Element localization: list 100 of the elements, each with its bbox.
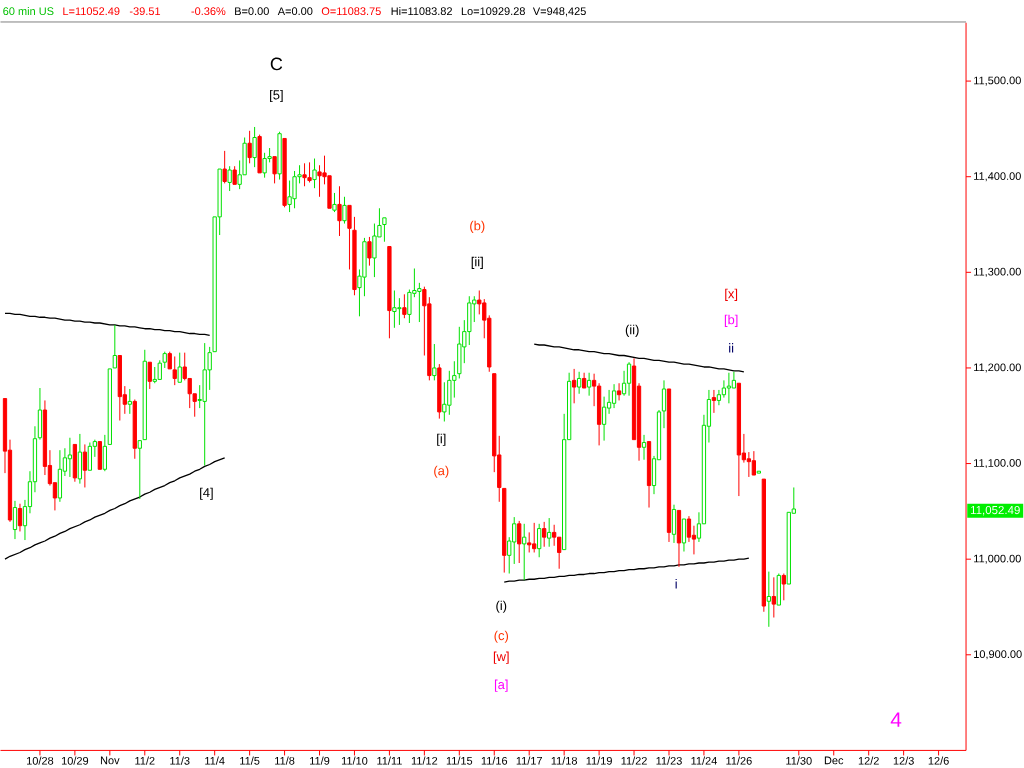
candlestick <box>616 382 622 402</box>
y-tick-label: 11,200.00 <box>974 363 1021 373</box>
candlestick <box>726 372 732 405</box>
candlestick <box>502 488 507 574</box>
annotation: (c) <box>494 630 509 643</box>
annotation: [i] <box>437 433 446 447</box>
candlestick <box>641 434 647 461</box>
y-tick-label: 11,300.00 <box>974 267 1021 278</box>
candlestick <box>67 437 73 478</box>
x-tick-label: 11/23 <box>656 756 682 765</box>
candlestick <box>87 442 93 471</box>
candlestick <box>571 368 577 405</box>
annotation: ii <box>729 343 734 353</box>
x-tick-label: 11/11 <box>377 756 402 765</box>
text: 11,052.49 <box>970 506 1020 516</box>
x-tick-label: 11/30 <box>786 756 812 765</box>
x-tick-label: 12/2 <box>858 756 879 765</box>
candlestick <box>626 361 632 397</box>
text: Hi=11083.82 <box>391 7 452 16</box>
candlestick <box>751 450 757 476</box>
annotation: 4 <box>890 712 902 728</box>
candlestick <box>736 382 742 497</box>
text: L=11052.49 <box>63 7 120 16</box>
candlestick <box>137 440 142 500</box>
line-series <box>503 557 750 583</box>
text: O=11083.75 <box>321 7 381 16</box>
candlestick <box>82 444 88 489</box>
candlestick <box>72 444 78 483</box>
candlestick <box>382 217 387 243</box>
text: -39.51 <box>129 7 161 16</box>
text: -0.36% <box>191 7 226 16</box>
candlestick <box>671 504 677 544</box>
annotation: i <box>675 579 677 589</box>
y-tick-label: 11,400.00 <box>974 172 1021 182</box>
candlestick <box>611 383 617 409</box>
x-tick-label: 12/6 <box>928 756 949 765</box>
y-tick-label: 10,900.00 <box>974 650 1022 660</box>
y-tick-label: 11,500.00 <box>974 76 1021 86</box>
x-tick-label: 11/10 <box>341 756 368 765</box>
x-tick-label: 11/15 <box>446 756 473 765</box>
candlestick <box>716 389 722 406</box>
candlestick <box>746 451 752 478</box>
candlestick <box>387 246 392 339</box>
candlestick <box>127 388 132 415</box>
x-tick-label: 11/19 <box>586 756 612 765</box>
candlestick <box>252 126 257 168</box>
x-tick-label: 11/12 <box>411 756 438 765</box>
annotation: (b) <box>470 221 485 234</box>
candlestick <box>97 441 102 470</box>
x-tick-label: 12/3 <box>893 756 914 765</box>
candlestick <box>17 503 23 533</box>
x-tick-label: 11/3 <box>170 756 190 765</box>
x-tick-label: 11/9 <box>310 756 330 765</box>
candlestick <box>601 396 607 442</box>
candlestick <box>721 380 727 399</box>
candlestick <box>347 205 352 271</box>
candlestick <box>272 156 277 185</box>
x-tick-label: 10/28 <box>27 756 54 765</box>
candlestick <box>142 349 147 441</box>
x-tick-label: Nov <box>100 756 120 765</box>
annotation: (i) <box>496 600 507 613</box>
annotation: [a] <box>494 679 508 692</box>
text: B=0.00 <box>235 7 269 16</box>
x-tick-label: 11/18 <box>551 756 578 765</box>
candlestick <box>177 352 182 383</box>
annotation: [w] <box>493 651 509 664</box>
candlestick <box>337 185 342 237</box>
text: Lo=10929.28 <box>461 7 525 16</box>
candlestick <box>686 515 692 543</box>
candlestick <box>766 571 771 628</box>
candlestick <box>646 441 652 509</box>
candlestick <box>731 371 737 389</box>
annotation: (a) <box>434 465 449 479</box>
candlestick <box>596 382 602 447</box>
text: A=0.00 <box>277 7 313 16</box>
x-tick-label: 11/2 <box>135 756 155 765</box>
x-tick-label: 11/26 <box>726 756 752 765</box>
annotation: [5] <box>270 90 283 103</box>
x-tick-label: 10/29 <box>61 756 89 765</box>
candlestick <box>676 510 682 568</box>
candlestick <box>586 372 592 397</box>
chart-title: 60 min US <box>3 7 54 16</box>
x-tick-label: 11/17 <box>516 756 542 765</box>
y-tick-label: 11,000.00 <box>974 554 1021 564</box>
annotation: [b] <box>724 314 738 328</box>
candlestick <box>771 577 776 619</box>
candlestick <box>711 389 717 414</box>
candlestick <box>12 500 18 540</box>
candlestick <box>756 470 761 474</box>
candlestick <box>581 372 587 389</box>
x-tick-label: 11/5 <box>240 756 260 765</box>
annotation: C <box>270 57 283 71</box>
candlestick <box>57 449 63 503</box>
x-tick-label: 11/24 <box>691 756 717 765</box>
annotation: [ii] <box>471 256 483 270</box>
candlestick <box>666 388 672 543</box>
annotation: [4] <box>200 487 213 500</box>
text: V=948,425 <box>532 7 586 17</box>
annotation: [x] <box>725 288 738 302</box>
candlestick <box>681 518 687 553</box>
